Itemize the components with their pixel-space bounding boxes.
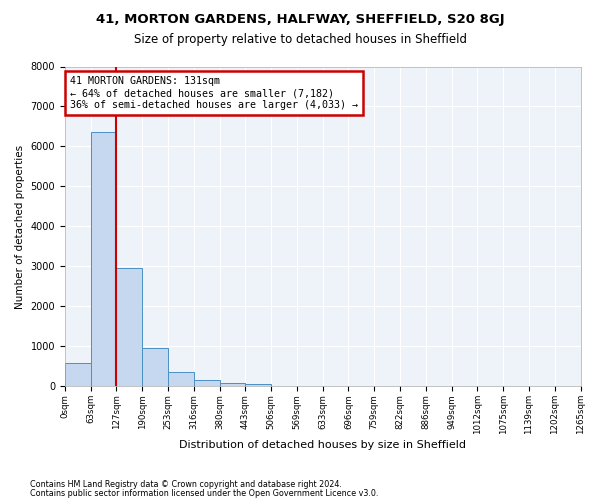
Text: Contains public sector information licensed under the Open Government Licence v3: Contains public sector information licen… xyxy=(30,489,379,498)
Bar xyxy=(220,383,245,386)
Bar xyxy=(194,380,220,386)
Bar xyxy=(168,372,194,386)
Text: 41 MORTON GARDENS: 131sqm
← 64% of detached houses are smaller (7,182)
36% of se: 41 MORTON GARDENS: 131sqm ← 64% of detac… xyxy=(70,76,358,110)
Bar xyxy=(91,132,116,386)
Bar xyxy=(116,268,142,386)
Bar xyxy=(245,384,271,386)
X-axis label: Distribution of detached houses by size in Sheffield: Distribution of detached houses by size … xyxy=(179,440,466,450)
Y-axis label: Number of detached properties: Number of detached properties xyxy=(15,144,25,308)
Text: 41, MORTON GARDENS, HALFWAY, SHEFFIELD, S20 8GJ: 41, MORTON GARDENS, HALFWAY, SHEFFIELD, … xyxy=(95,12,505,26)
Text: Contains HM Land Registry data © Crown copyright and database right 2024.: Contains HM Land Registry data © Crown c… xyxy=(30,480,342,489)
Bar xyxy=(142,348,168,387)
Bar xyxy=(65,363,91,386)
Text: Size of property relative to detached houses in Sheffield: Size of property relative to detached ho… xyxy=(133,32,467,46)
